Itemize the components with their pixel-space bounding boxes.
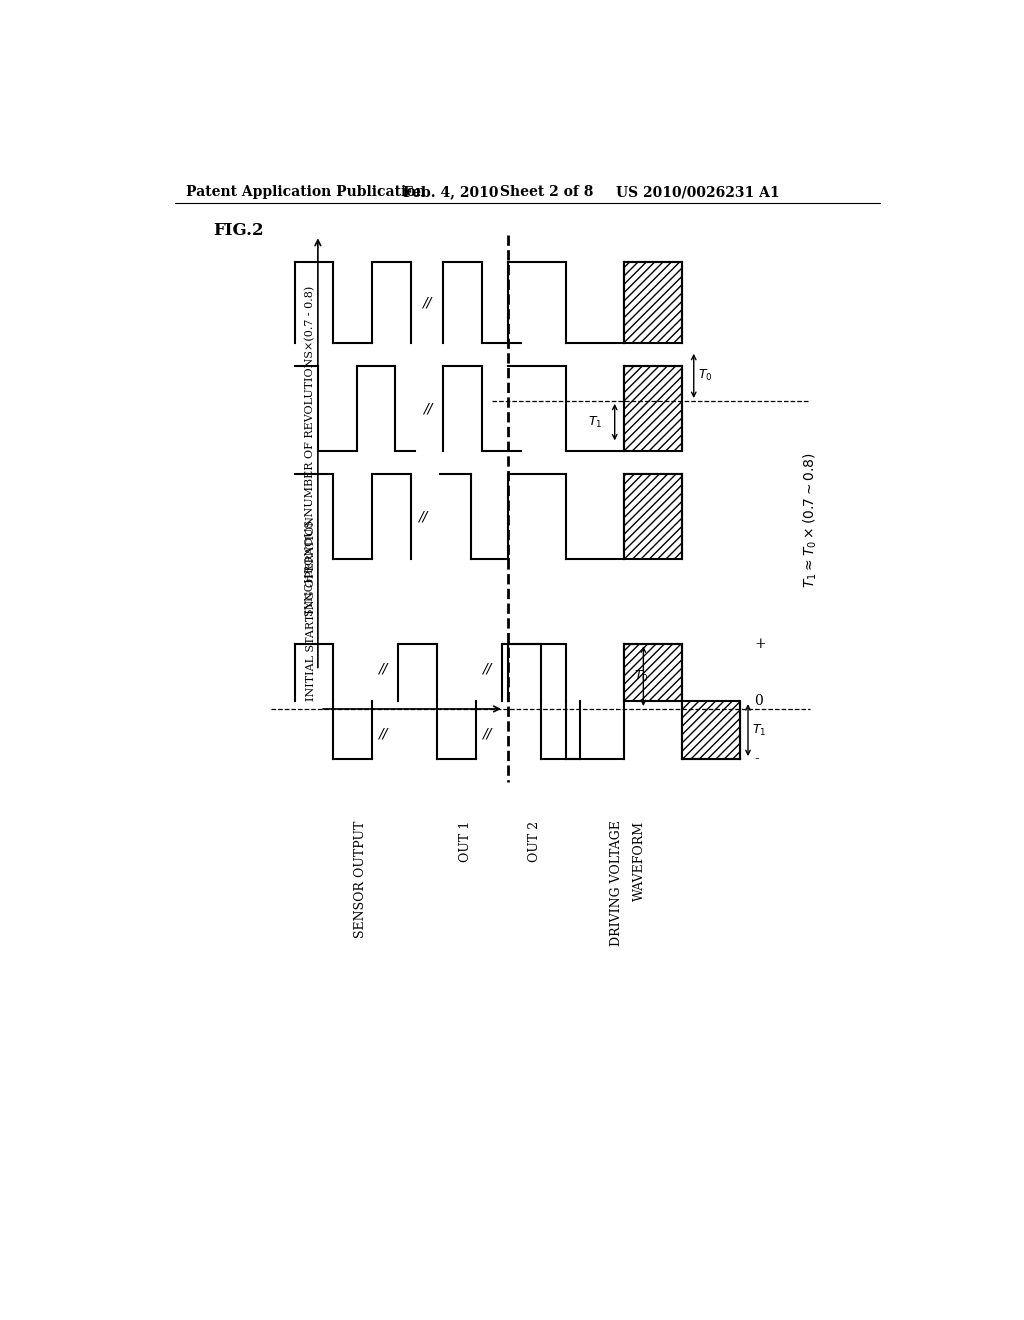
Text: SENSOR OUTPUT: SENSOR OUTPUT: [354, 821, 367, 939]
Text: Sheet 2 of 8: Sheet 2 of 8: [500, 185, 593, 199]
Bar: [624, 263, 682, 343]
Text: //: //: [423, 401, 432, 416]
Bar: [682, 701, 740, 759]
Text: $T_0$: $T_0$: [634, 669, 648, 684]
Text: 0: 0: [755, 694, 763, 709]
Text: $T_1$: $T_1$: [752, 722, 766, 738]
Text: US 2010/0026231 A1: US 2010/0026231 A1: [616, 185, 780, 199]
Text: OUT 2: OUT 2: [528, 821, 542, 862]
Text: Feb. 4, 2010: Feb. 4, 2010: [403, 185, 499, 199]
Text: OUT 1: OUT 1: [459, 821, 472, 862]
Text: //: //: [378, 661, 388, 676]
Text: DRIVING VOLTAGE: DRIVING VOLTAGE: [609, 821, 623, 946]
Text: WAVEFORM: WAVEFORM: [633, 821, 646, 900]
Text: INITIAL STARTING OPERATION: INITIAL STARTING OPERATION: [306, 516, 316, 701]
Text: //: //: [482, 727, 492, 741]
Text: //: //: [422, 296, 431, 310]
Bar: [624, 366, 682, 451]
Text: $T_1 \approx T_0 \times (0.7{\sim}0.8)$: $T_1 \approx T_0 \times (0.7{\sim}0.8)$: [802, 453, 819, 587]
Bar: [624, 644, 682, 701]
Text: //: //: [482, 661, 492, 676]
Text: Patent Application Publication: Patent Application Publication: [186, 185, 426, 199]
Text: SYNCHRONOUS NUMBER OF REVOLUTIONS×(0.7 - 0.8): SYNCHRONOUS NUMBER OF REVOLUTIONS×(0.7 -…: [305, 286, 315, 616]
Text: $T_0$: $T_0$: [697, 368, 713, 384]
Text: //: //: [418, 510, 427, 524]
Text: +: +: [755, 636, 766, 651]
Text: $T_1$: $T_1$: [588, 414, 602, 430]
Text: -: -: [755, 752, 759, 766]
Text: //: //: [378, 727, 388, 741]
Text: FIG.2: FIG.2: [213, 222, 264, 239]
Bar: [624, 474, 682, 558]
